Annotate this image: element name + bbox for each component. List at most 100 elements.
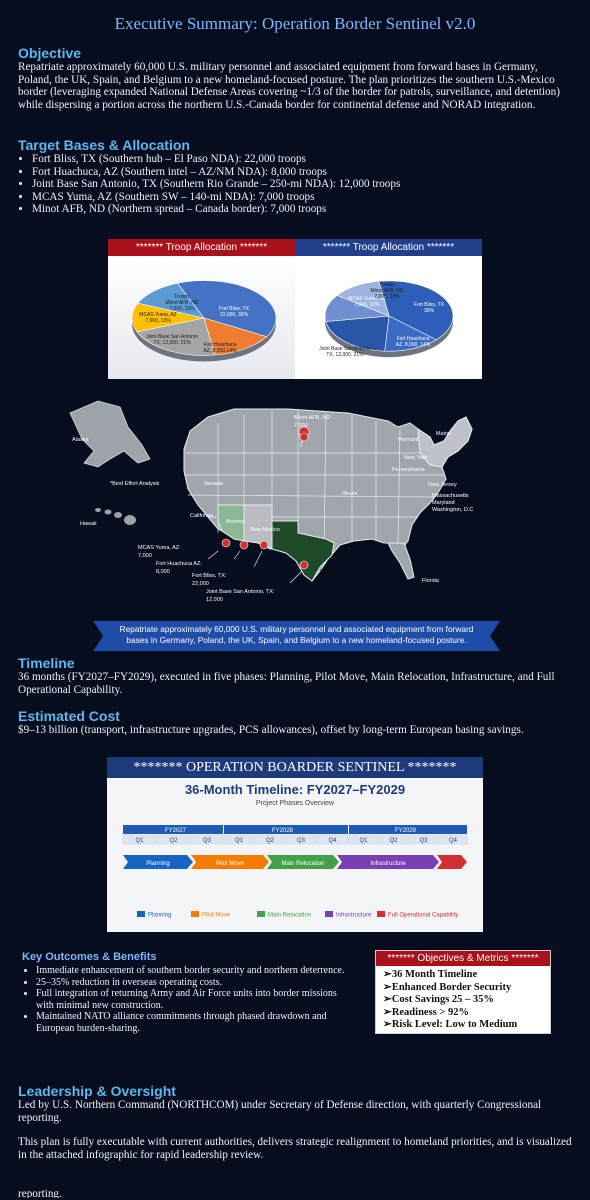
texas-shape bbox=[271, 520, 335, 582]
page-title: Executive Summary: Operation Border Sent… bbox=[114, 14, 476, 33]
targets-heading: Target Bases & Allocation bbox=[18, 137, 190, 153]
pie-chart-1-title: ******* Troop Allocation ******* bbox=[108, 239, 295, 256]
legend-swatch bbox=[191, 911, 199, 917]
pie-data-label: Fort Bliss, TX 22,000, 39% bbox=[219, 306, 250, 318]
timeline-infographic: ******* OPERATION BOARDER SENTINEL *****… bbox=[107, 757, 483, 932]
list-item: Enhanced Border Security bbox=[383, 982, 550, 995]
legend-label: Main Relocation bbox=[268, 913, 311, 919]
state-label: Maryland bbox=[432, 500, 455, 506]
map-pin-icon bbox=[221, 426, 310, 570]
infographic-banner: ******* OPERATION BOARDER SENTINEL *****… bbox=[107, 757, 483, 778]
infographic-title: 36-Month Timeline: FY2027–FY2029 bbox=[184, 782, 406, 797]
us-map: Alaska Hawaii Nevada California Arizona … bbox=[58, 393, 538, 608]
quarter-cell bbox=[316, 834, 349, 845]
phase-label: Infrastructure bbox=[370, 861, 406, 867]
phase-arrow bbox=[123, 855, 193, 869]
pie-chart-2-svg: Fort Bliss, TX 39% Fort Huachuca AZ, 8,000,… bbox=[295, 256, 482, 379]
quarter-label: Q2 bbox=[169, 838, 178, 844]
pin-value: 8,000 bbox=[156, 569, 170, 575]
quarter-cell bbox=[378, 834, 409, 845]
timeline-heading: Timeline bbox=[18, 655, 75, 671]
pie-chart-2-title: ******* Troop Allocation ******* bbox=[295, 239, 482, 256]
map-banner-text: Repatriate approximately 60,000 U.S. mil… bbox=[119, 624, 474, 645]
outcomes-heading: Key Outcomes & Benefits bbox=[22, 951, 157, 963]
infographic-subtitle: Project Phases Overview bbox=[255, 800, 335, 807]
legend-swatch bbox=[325, 911, 333, 917]
pie-data-label: Troops Minot AFB, ND 7,000, 13% bbox=[370, 282, 403, 300]
list-item: 36 Month Timeline bbox=[383, 969, 550, 982]
list-item: Joint Base San Antonio, TX (Southern Rio… bbox=[32, 178, 588, 191]
quarter-label: Q1 bbox=[235, 838, 244, 844]
pie-data-label: Joint Base San Antonio TX, 12,000, 21% bbox=[319, 346, 371, 358]
map-banner: Repatriate approximately 60,000 U.S. mil… bbox=[93, 621, 500, 651]
pie-chart-panel-1: ******* Troop Allocation ******* Fort Bl… bbox=[108, 239, 295, 379]
pin-value: 7,000 bbox=[138, 553, 152, 559]
quarter-cell bbox=[122, 834, 157, 845]
northeast-shape bbox=[417, 416, 473, 468]
phase-label: Pilot Move bbox=[216, 861, 245, 867]
list-item: Risk Level: Low to Medium bbox=[383, 1019, 550, 1032]
pie-data-label: Fort Huachuca AZ, 8,000,14% bbox=[203, 342, 237, 354]
state-label: Florida bbox=[422, 578, 440, 584]
cost-text: $9–13 billion (transport, infrastructure… bbox=[18, 724, 524, 736]
state-borders bbox=[184, 411, 444, 565]
legend-swatch bbox=[137, 911, 145, 917]
pie-slice bbox=[336, 280, 390, 317]
quarter-label: Q4 bbox=[449, 838, 458, 844]
pin-label: Fort Huachuca AZ: bbox=[156, 561, 202, 567]
pin-label: Fort Bliss, TX: bbox=[192, 573, 227, 579]
hawaii-shape bbox=[95, 508, 136, 525]
phase-arrow bbox=[267, 855, 339, 869]
pin-value: 12,000 bbox=[206, 597, 223, 603]
quarter-label: Q3 bbox=[297, 838, 306, 844]
metrics-heading: ******* Objectives & Metrics ******* bbox=[376, 951, 550, 966]
state-label: New Jersey bbox=[428, 482, 457, 488]
pie-slice bbox=[378, 280, 454, 341]
infographic-svg: FY2027 FY2028 FY2029 Q1 Q2 Q3 Q1 Q2 Q3 Q4 Q1 Q2 Q… bbox=[122, 825, 468, 919]
leadership-text-2: This plan is fully executable with curre… bbox=[18, 1136, 572, 1161]
alaska-shape bbox=[69, 400, 151, 468]
quarter-label: Q2 bbox=[266, 838, 275, 844]
pin-label: Minot AFB, ND bbox=[294, 415, 330, 421]
state-label: Maine bbox=[436, 431, 451, 437]
pie-chart-1-svg: Fort Bliss, TX 22,000, 39% Fort Huachuca AZ… bbox=[108, 256, 295, 379]
phase-arrow bbox=[437, 855, 467, 869]
legend-label: Infrastructure bbox=[336, 913, 372, 919]
list-item: Cost Savings 25 – 35% bbox=[383, 994, 550, 1007]
quarter-cell bbox=[190, 834, 224, 845]
state-label: Massachusetts bbox=[432, 493, 469, 499]
state-label: Alaska bbox=[72, 437, 89, 443]
quarter-cell bbox=[348, 834, 379, 845]
quarter-label: Q2 bbox=[389, 838, 398, 844]
pie-slice bbox=[137, 282, 205, 319]
legend-label: Full Operational Capability bbox=[388, 913, 458, 919]
legend-swatch bbox=[257, 911, 265, 917]
state-label: Texas bbox=[320, 570, 337, 576]
list-item: Minot AFB, ND (Northern spread – Canada … bbox=[32, 203, 588, 216]
metrics-list: 36 Month Timeline Enhanced Border Securi… bbox=[376, 969, 550, 1032]
list-item: Readiness > 92% bbox=[383, 1007, 550, 1020]
pie-slice bbox=[176, 280, 277, 337]
objective-heading: Objective bbox=[18, 45, 82, 61]
list-item: 25–35% reduction in overseas operating c… bbox=[36, 977, 356, 989]
pie-slice bbox=[203, 317, 268, 356]
pie-data-label: Troops Minot AFB, ND 7,000, 13% bbox=[165, 294, 198, 312]
state-label: Pennsylvania bbox=[392, 467, 426, 473]
leadership-fragment: reporting. bbox=[18, 1188, 62, 1198]
list-item: MCAS Yuma, AZ (Southern SW – 140-mi NDA)… bbox=[32, 191, 588, 204]
quarter-cell bbox=[156, 834, 191, 845]
quarter-label: Q3 bbox=[203, 838, 212, 844]
year-label: FY2028 bbox=[272, 828, 294, 834]
pie-data-label: Fort Bliss, TX 39% bbox=[414, 302, 445, 314]
objective-text: Repatriate approximately 60,000 U.S. mil… bbox=[18, 61, 560, 111]
pie-data-label: Joint Base San Antonio TX, 12,000, 21% bbox=[146, 334, 198, 346]
state-label: Arizona bbox=[226, 519, 246, 525]
quarter-label: Q3 bbox=[419, 838, 428, 844]
targets-list: Fort Bliss, TX (Southern hub – El Paso N… bbox=[18, 153, 588, 216]
quarter-label: Q1 bbox=[359, 838, 368, 844]
cost-heading: Estimated Cost bbox=[18, 708, 120, 724]
quarter-cell bbox=[408, 834, 439, 845]
pie-chart-panel-2: ******* Troop Allocation ******* Fort Bl… bbox=[295, 239, 482, 379]
state-label: Washington, D.C bbox=[432, 507, 473, 513]
pie-slice bbox=[325, 315, 390, 352]
